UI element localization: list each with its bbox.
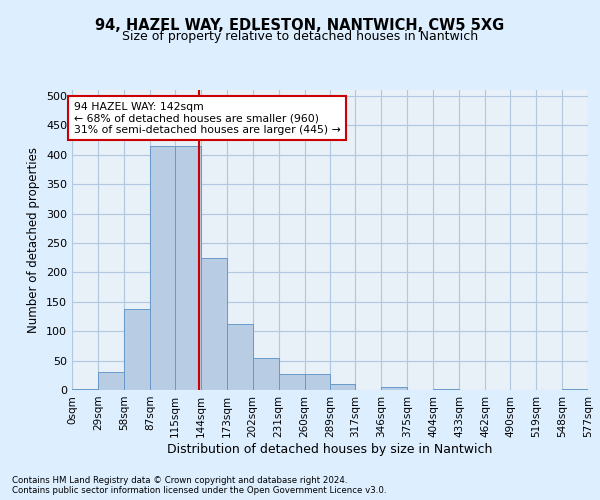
Bar: [562, 389, 588, 390]
Bar: [382, 387, 407, 390]
Bar: [124, 309, 150, 390]
Text: 94 HAZEL WAY: 142sqm
← 68% of detached houses are smaller (960)
31% of semi-deta: 94 HAZEL WAY: 142sqm ← 68% of detached h…: [74, 102, 341, 135]
Bar: [278, 374, 305, 390]
Bar: [305, 374, 331, 390]
Bar: [175, 146, 201, 390]
Text: Contains HM Land Registry data © Crown copyright and database right 2024.: Contains HM Land Registry data © Crown c…: [12, 476, 347, 485]
Bar: [98, 372, 124, 390]
Bar: [201, 258, 227, 390]
Bar: [331, 384, 355, 390]
X-axis label: Distribution of detached houses by size in Nantwich: Distribution of detached houses by size …: [167, 442, 493, 456]
Bar: [433, 389, 459, 390]
Bar: [227, 324, 253, 390]
Text: Contains public sector information licensed under the Open Government Licence v3: Contains public sector information licen…: [12, 486, 386, 495]
Bar: [72, 389, 98, 390]
Text: Size of property relative to detached houses in Nantwich: Size of property relative to detached ho…: [122, 30, 478, 43]
Bar: [253, 358, 278, 390]
Y-axis label: Number of detached properties: Number of detached properties: [28, 147, 40, 333]
Bar: [150, 146, 175, 390]
Text: 94, HAZEL WAY, EDLESTON, NANTWICH, CW5 5XG: 94, HAZEL WAY, EDLESTON, NANTWICH, CW5 5…: [95, 18, 505, 32]
